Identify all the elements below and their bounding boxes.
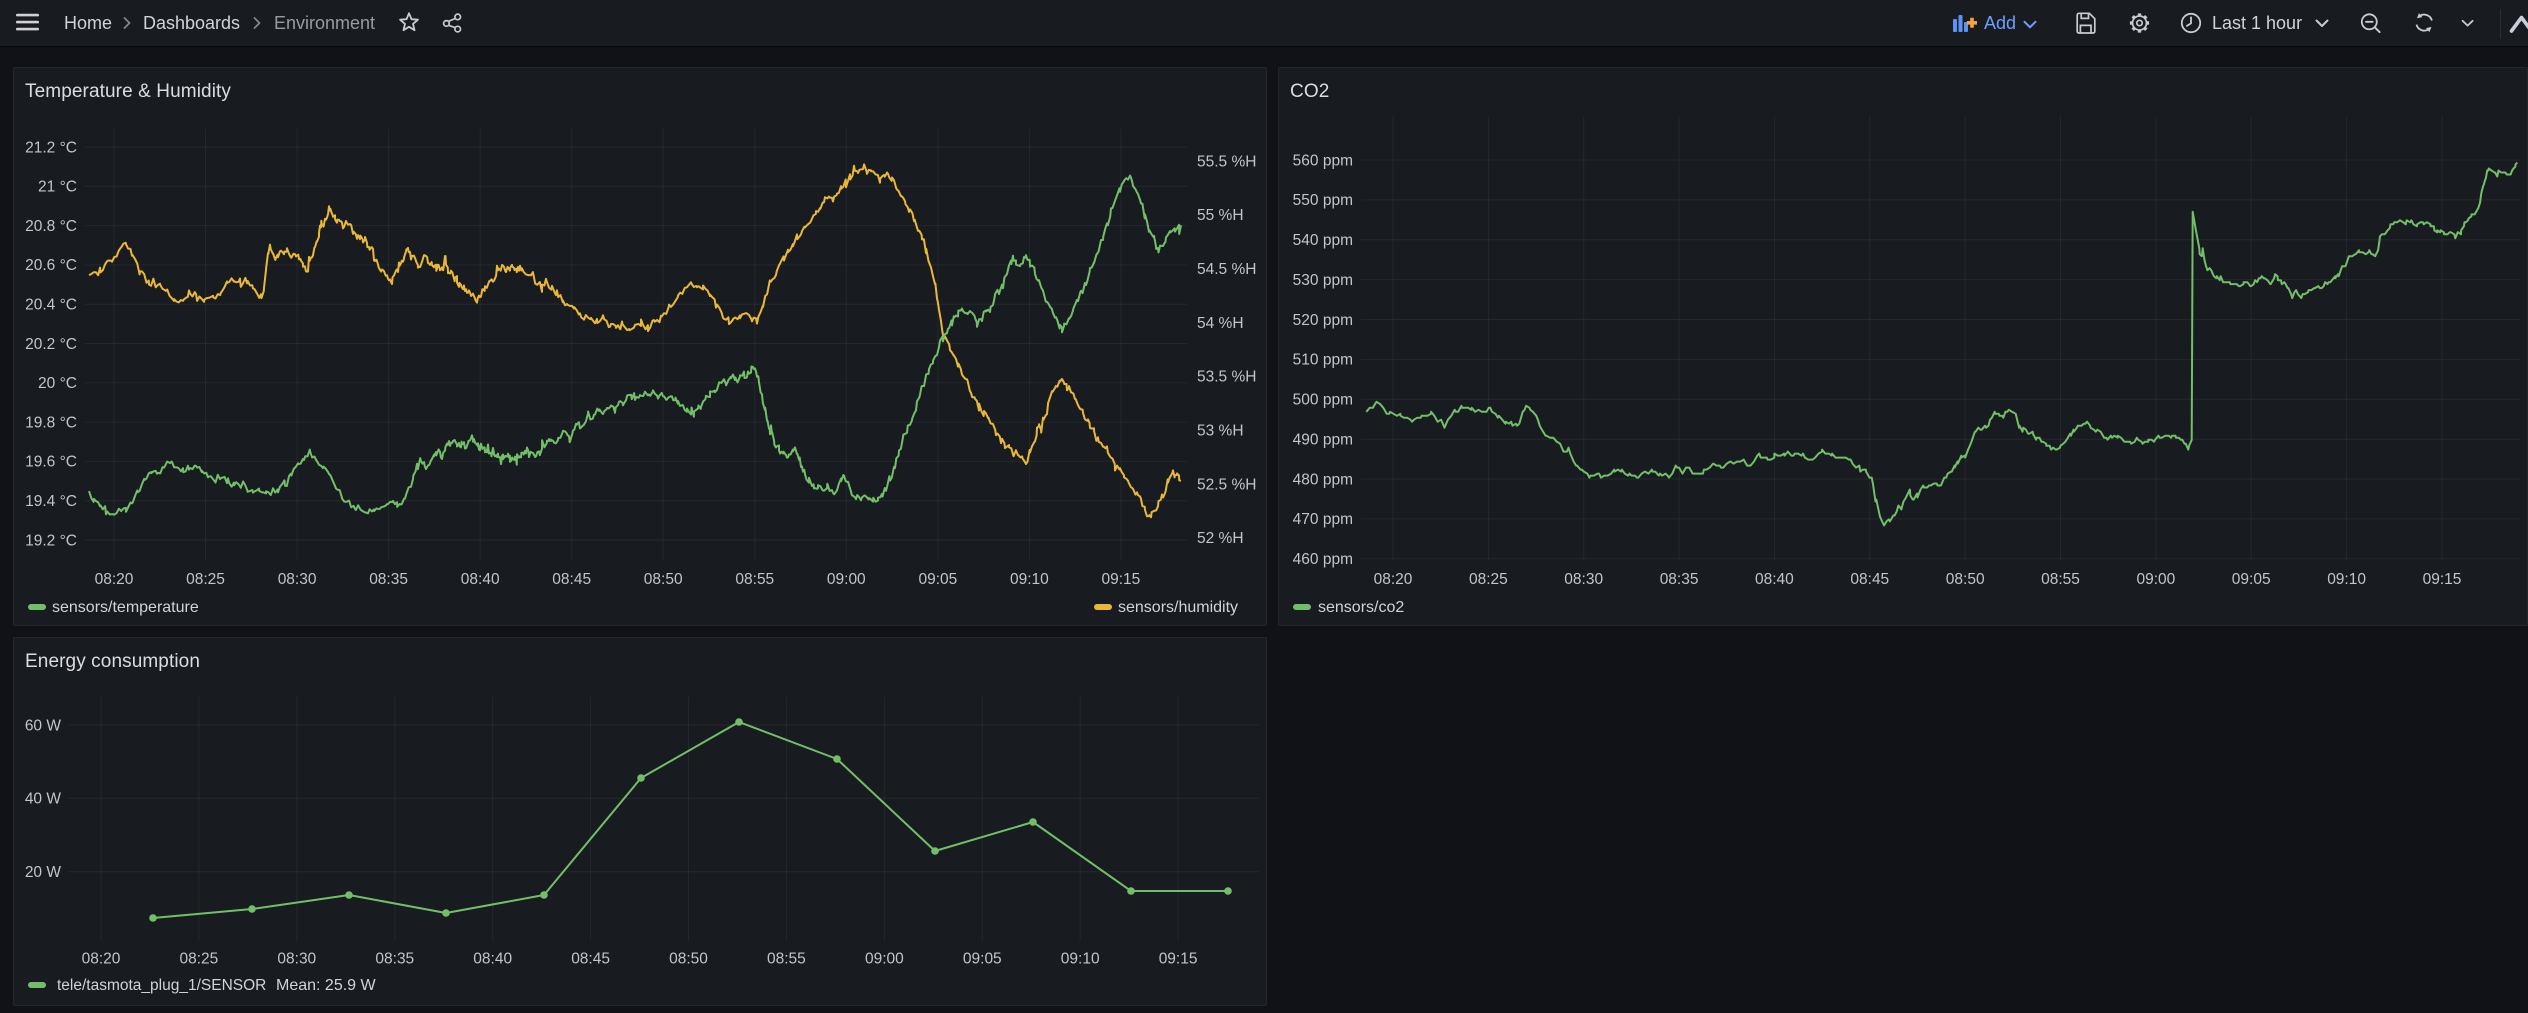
svg-text:09:10: 09:10 [2327, 571, 2366, 588]
svg-text:08:35: 08:35 [1660, 571, 1699, 588]
svg-text:08:50: 08:50 [669, 951, 708, 968]
svg-text:510 ppm: 510 ppm [1293, 352, 1353, 369]
svg-text:470 ppm: 470 ppm [1293, 511, 1353, 528]
svg-text:500 ppm: 500 ppm [1293, 392, 1353, 409]
svg-text:08:55: 08:55 [767, 951, 806, 968]
svg-text:sensors/co2: sensors/co2 [1318, 599, 1404, 616]
svg-text:08:35: 08:35 [375, 951, 414, 968]
svg-text:08:25: 08:25 [1469, 571, 1508, 588]
svg-text:19.2 °C: 19.2 °C [25, 532, 77, 549]
svg-text:20.8 °C: 20.8 °C [25, 218, 77, 235]
svg-text:08:45: 08:45 [1850, 571, 1889, 588]
svg-text:08:50: 08:50 [644, 571, 683, 588]
svg-text:08:30: 08:30 [277, 951, 316, 968]
svg-text:08:55: 08:55 [2041, 571, 2080, 588]
svg-text:09:05: 09:05 [963, 951, 1002, 968]
svg-text:20.4 °C: 20.4 °C [25, 297, 77, 314]
svg-text:sensors/humidity: sensors/humidity [1118, 599, 1238, 616]
svg-text:19.6 °C: 19.6 °C [25, 454, 77, 471]
svg-text:540 ppm: 540 ppm [1293, 232, 1353, 249]
svg-text:08:45: 08:45 [552, 571, 591, 588]
svg-text:20 °C: 20 °C [38, 375, 77, 392]
svg-text:560 ppm: 560 ppm [1293, 152, 1353, 169]
svg-text:20.2 °C: 20.2 °C [25, 336, 77, 353]
svg-text:08:35: 08:35 [369, 571, 408, 588]
svg-text:20.6 °C: 20.6 °C [25, 257, 77, 274]
svg-text:08:40: 08:40 [1755, 571, 1794, 588]
svg-text:sensors/temperature: sensors/temperature [52, 599, 199, 616]
svg-text:480 ppm: 480 ppm [1293, 471, 1353, 488]
svg-text:09:10: 09:10 [1061, 951, 1100, 968]
svg-text:08:20: 08:20 [1374, 571, 1413, 588]
svg-text:08:40: 08:40 [473, 951, 512, 968]
svg-text:460 ppm: 460 ppm [1293, 551, 1353, 568]
svg-text:08:50: 08:50 [1946, 571, 1985, 588]
svg-text:40 W: 40 W [25, 791, 62, 808]
svg-text:52.5 %H: 52.5 %H [1197, 476, 1256, 493]
svg-text:53 %H: 53 %H [1197, 423, 1244, 440]
svg-text:09:00: 09:00 [827, 571, 866, 588]
svg-text:60 W: 60 W [25, 717, 62, 734]
svg-text:550 ppm: 550 ppm [1293, 192, 1353, 209]
svg-text:490 ppm: 490 ppm [1293, 432, 1353, 449]
svg-text:09:00: 09:00 [2137, 571, 2176, 588]
svg-text:08:20: 08:20 [95, 571, 134, 588]
svg-text:tele/tasmota_plug_1/SENSOR: tele/tasmota_plug_1/SENSOR [57, 977, 266, 994]
svg-text:21.2 °C: 21.2 °C [25, 139, 77, 156]
svg-text:21 °C: 21 °C [38, 179, 77, 196]
svg-text:19.8 °C: 19.8 °C [25, 414, 77, 431]
svg-text:08:45: 08:45 [571, 951, 610, 968]
svg-text:09:05: 09:05 [2232, 571, 2271, 588]
svg-text:08:25: 08:25 [186, 571, 225, 588]
svg-text:09:00: 09:00 [865, 951, 904, 968]
svg-text:20 W: 20 W [25, 864, 62, 881]
svg-text:08:55: 08:55 [735, 571, 774, 588]
svg-text:55.5 %H: 55.5 %H [1197, 153, 1256, 170]
svg-text:08:40: 08:40 [461, 571, 500, 588]
svg-text:52 %H: 52 %H [1197, 530, 1244, 547]
svg-text:09:15: 09:15 [1159, 951, 1198, 968]
svg-text:53.5 %H: 53.5 %H [1197, 369, 1256, 386]
svg-text:09:15: 09:15 [1102, 571, 1141, 588]
svg-text:54 %H: 54 %H [1197, 315, 1244, 332]
svg-text:09:15: 09:15 [2423, 571, 2462, 588]
svg-text:08:30: 08:30 [278, 571, 317, 588]
svg-text:08:30: 08:30 [1564, 571, 1603, 588]
svg-text:09:10: 09:10 [1010, 571, 1049, 588]
svg-text:19.4 °C: 19.4 °C [25, 493, 77, 510]
svg-text:520 ppm: 520 ppm [1293, 312, 1353, 329]
svg-text:55 %H: 55 %H [1197, 207, 1244, 224]
svg-text:08:25: 08:25 [180, 951, 219, 968]
svg-text:54.5 %H: 54.5 %H [1197, 261, 1256, 278]
svg-text:Mean: 25.9 W: Mean: 25.9 W [276, 977, 377, 994]
svg-text:09:05: 09:05 [919, 571, 958, 588]
svg-text:08:20: 08:20 [82, 951, 121, 968]
svg-text:530 ppm: 530 ppm [1293, 272, 1353, 289]
